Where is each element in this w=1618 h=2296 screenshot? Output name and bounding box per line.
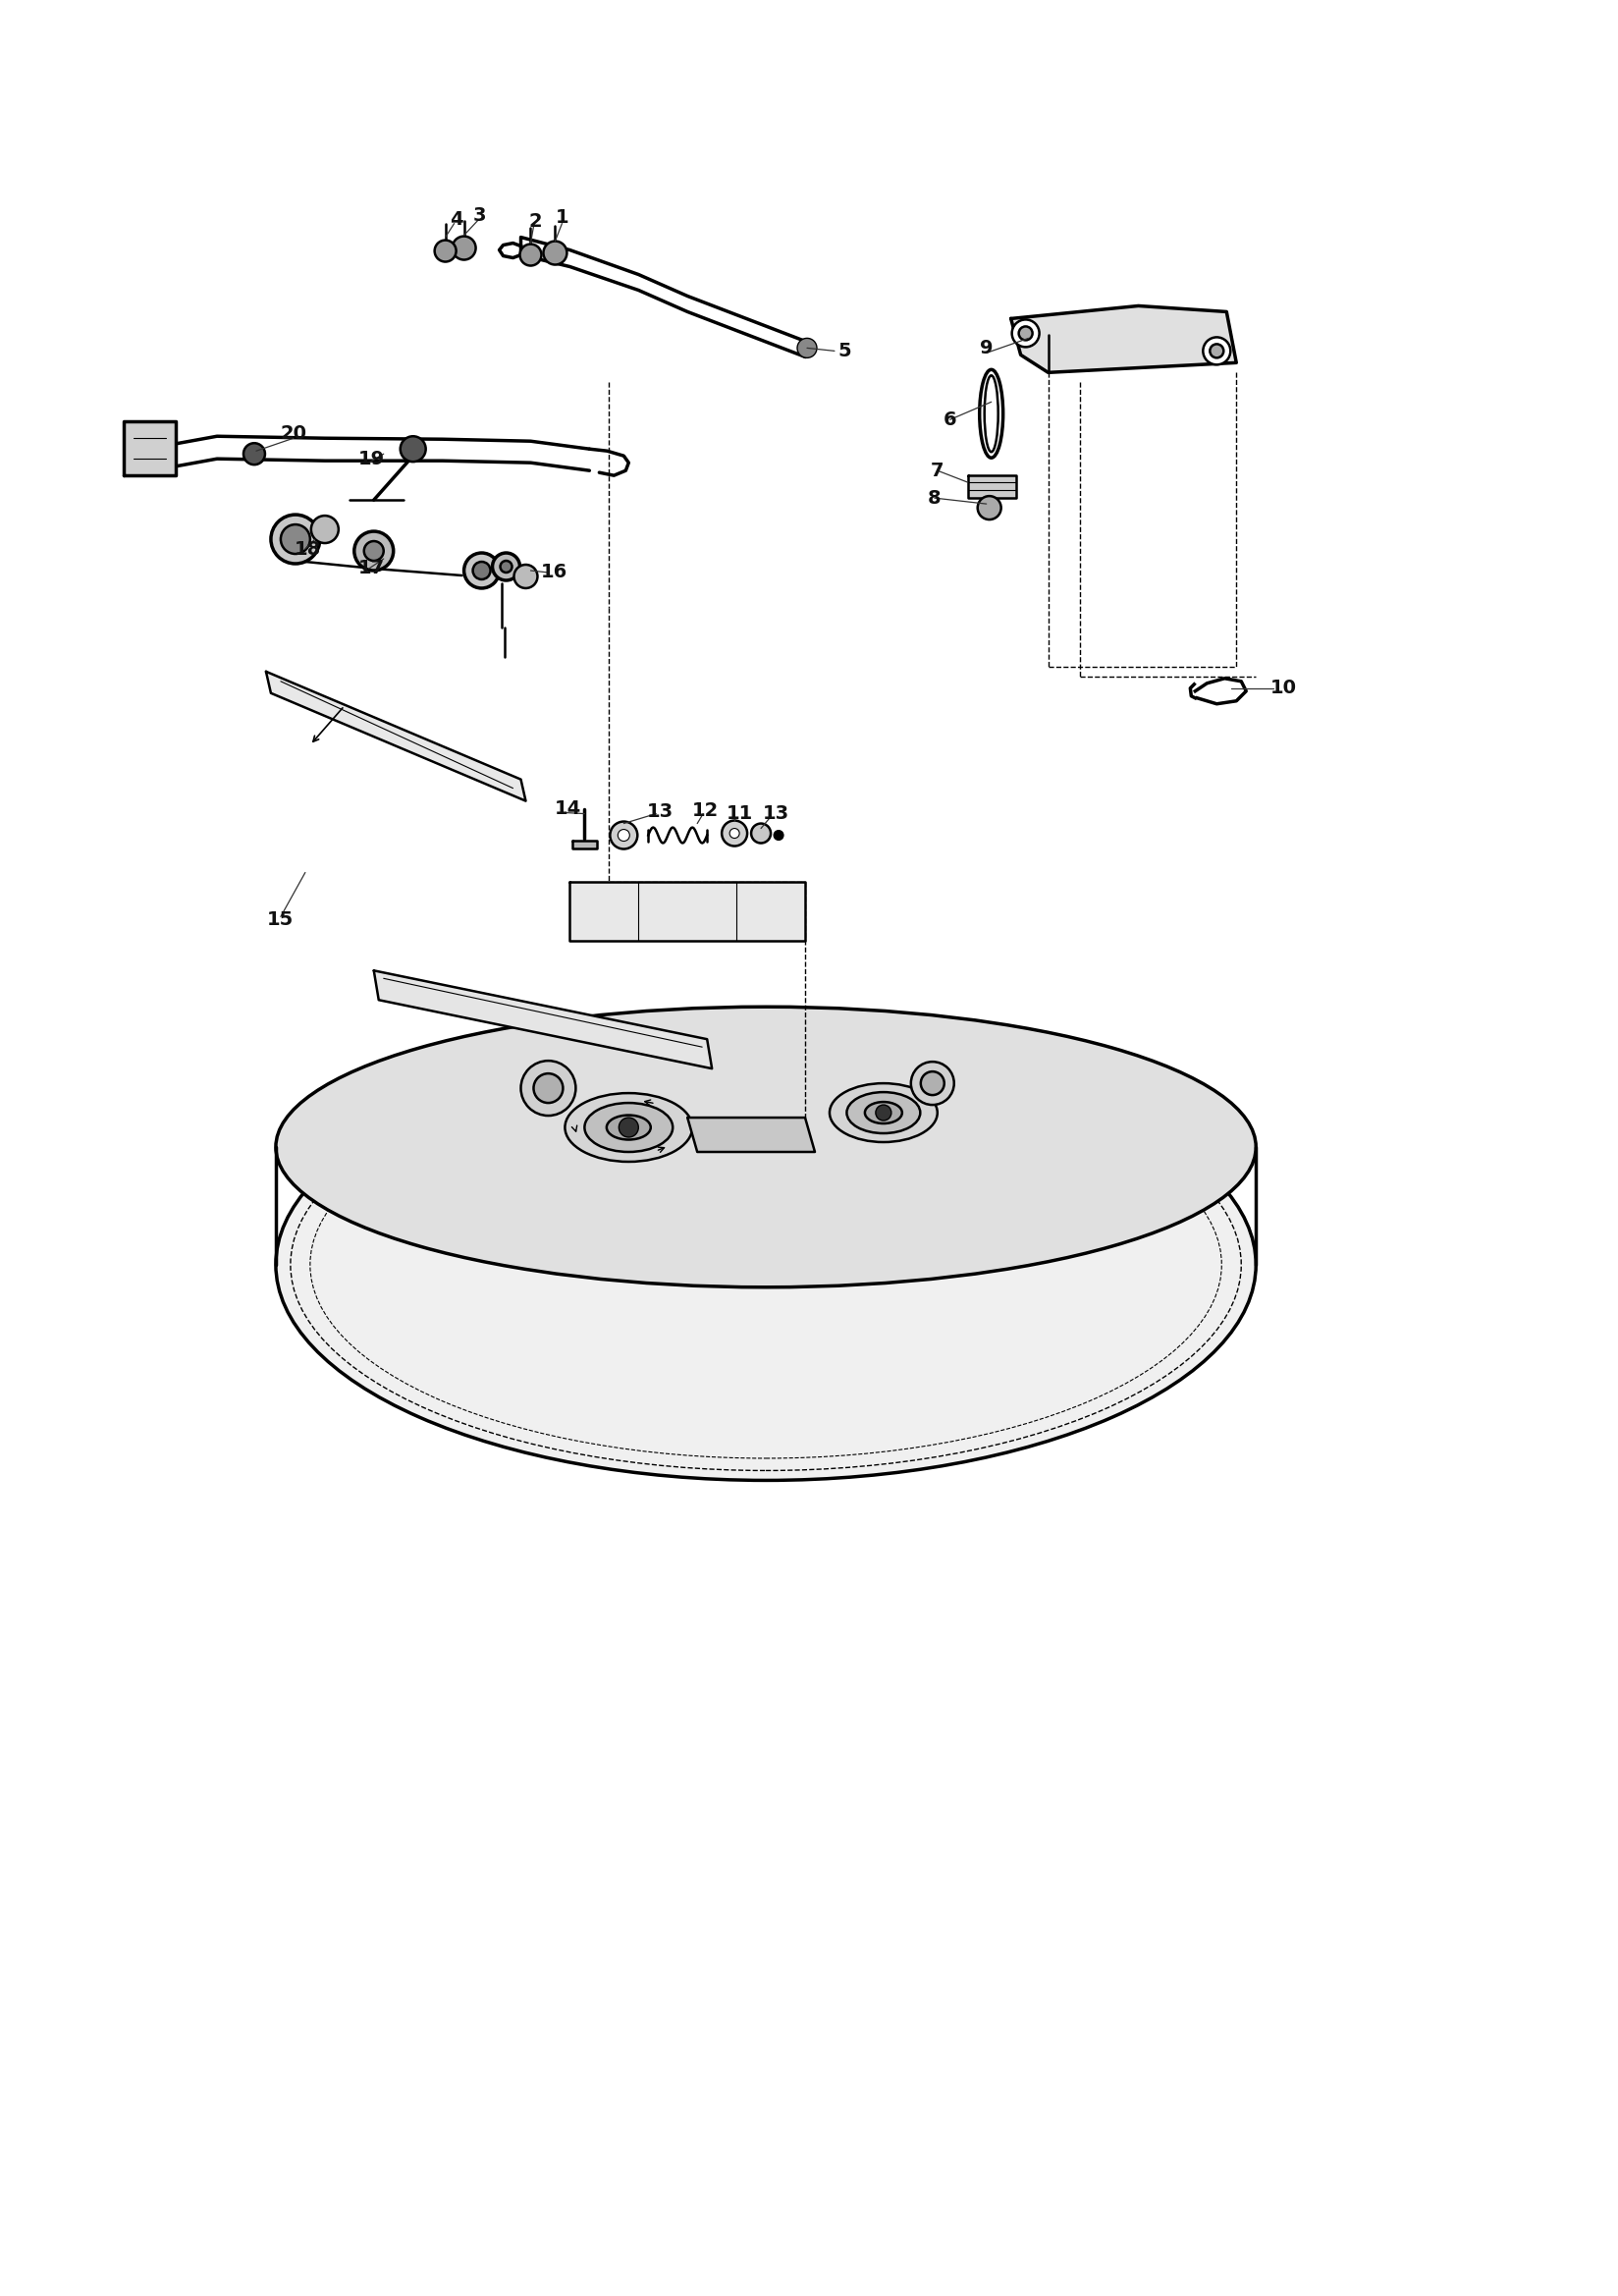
Text: 19: 19 [359,450,385,468]
Text: 7: 7 [930,461,943,480]
Text: 18: 18 [294,540,322,558]
Circle shape [875,1104,892,1120]
Circle shape [519,243,542,266]
Polygon shape [265,670,526,801]
Circle shape [534,1075,563,1102]
Text: 5: 5 [838,342,851,360]
Ellipse shape [584,1102,673,1153]
Text: 3: 3 [472,207,487,225]
Circle shape [921,1072,945,1095]
Text: 13: 13 [647,801,673,822]
Circle shape [618,829,629,840]
Circle shape [773,831,783,840]
Circle shape [1019,326,1032,340]
Circle shape [1204,338,1230,365]
Polygon shape [573,840,597,847]
Circle shape [492,553,519,581]
Ellipse shape [866,1102,903,1123]
Text: 13: 13 [762,804,790,822]
Polygon shape [570,882,806,941]
Ellipse shape [830,1084,937,1141]
Text: 1: 1 [555,209,568,227]
Circle shape [243,443,265,464]
Circle shape [464,553,500,588]
Circle shape [515,565,537,588]
Text: 17: 17 [359,560,385,579]
Text: 8: 8 [927,489,942,507]
Polygon shape [125,422,176,475]
Circle shape [435,241,456,262]
Circle shape [722,820,748,845]
Circle shape [364,542,383,560]
Ellipse shape [565,1093,693,1162]
Circle shape [730,829,739,838]
Circle shape [500,560,511,572]
Text: 9: 9 [981,340,993,358]
Circle shape [270,514,320,565]
Text: 11: 11 [726,804,752,822]
Ellipse shape [607,1116,650,1139]
Circle shape [451,236,476,259]
Circle shape [751,824,770,843]
Polygon shape [1011,305,1236,372]
Circle shape [354,530,393,569]
Text: 2: 2 [529,211,542,232]
Circle shape [1011,319,1039,347]
Text: 10: 10 [1270,680,1296,698]
Text: 15: 15 [267,909,294,930]
Circle shape [1210,344,1223,358]
Polygon shape [688,1118,815,1153]
Circle shape [521,1061,576,1116]
Circle shape [280,523,311,553]
Circle shape [610,822,637,850]
Circle shape [618,1118,639,1137]
Circle shape [400,436,426,461]
Text: 16: 16 [540,563,568,581]
Ellipse shape [846,1093,921,1134]
Polygon shape [374,971,712,1068]
Circle shape [977,496,1002,519]
Circle shape [472,563,490,579]
Text: 12: 12 [693,801,718,820]
Circle shape [911,1061,955,1104]
Ellipse shape [275,1008,1256,1288]
Ellipse shape [984,377,998,452]
Ellipse shape [275,1049,1256,1481]
Circle shape [544,241,566,264]
Text: 20: 20 [280,425,307,443]
Polygon shape [968,475,1016,498]
Circle shape [798,338,817,358]
Text: 4: 4 [450,211,463,230]
Text: 6: 6 [943,411,956,429]
Text: 14: 14 [555,799,581,817]
Circle shape [311,517,338,544]
